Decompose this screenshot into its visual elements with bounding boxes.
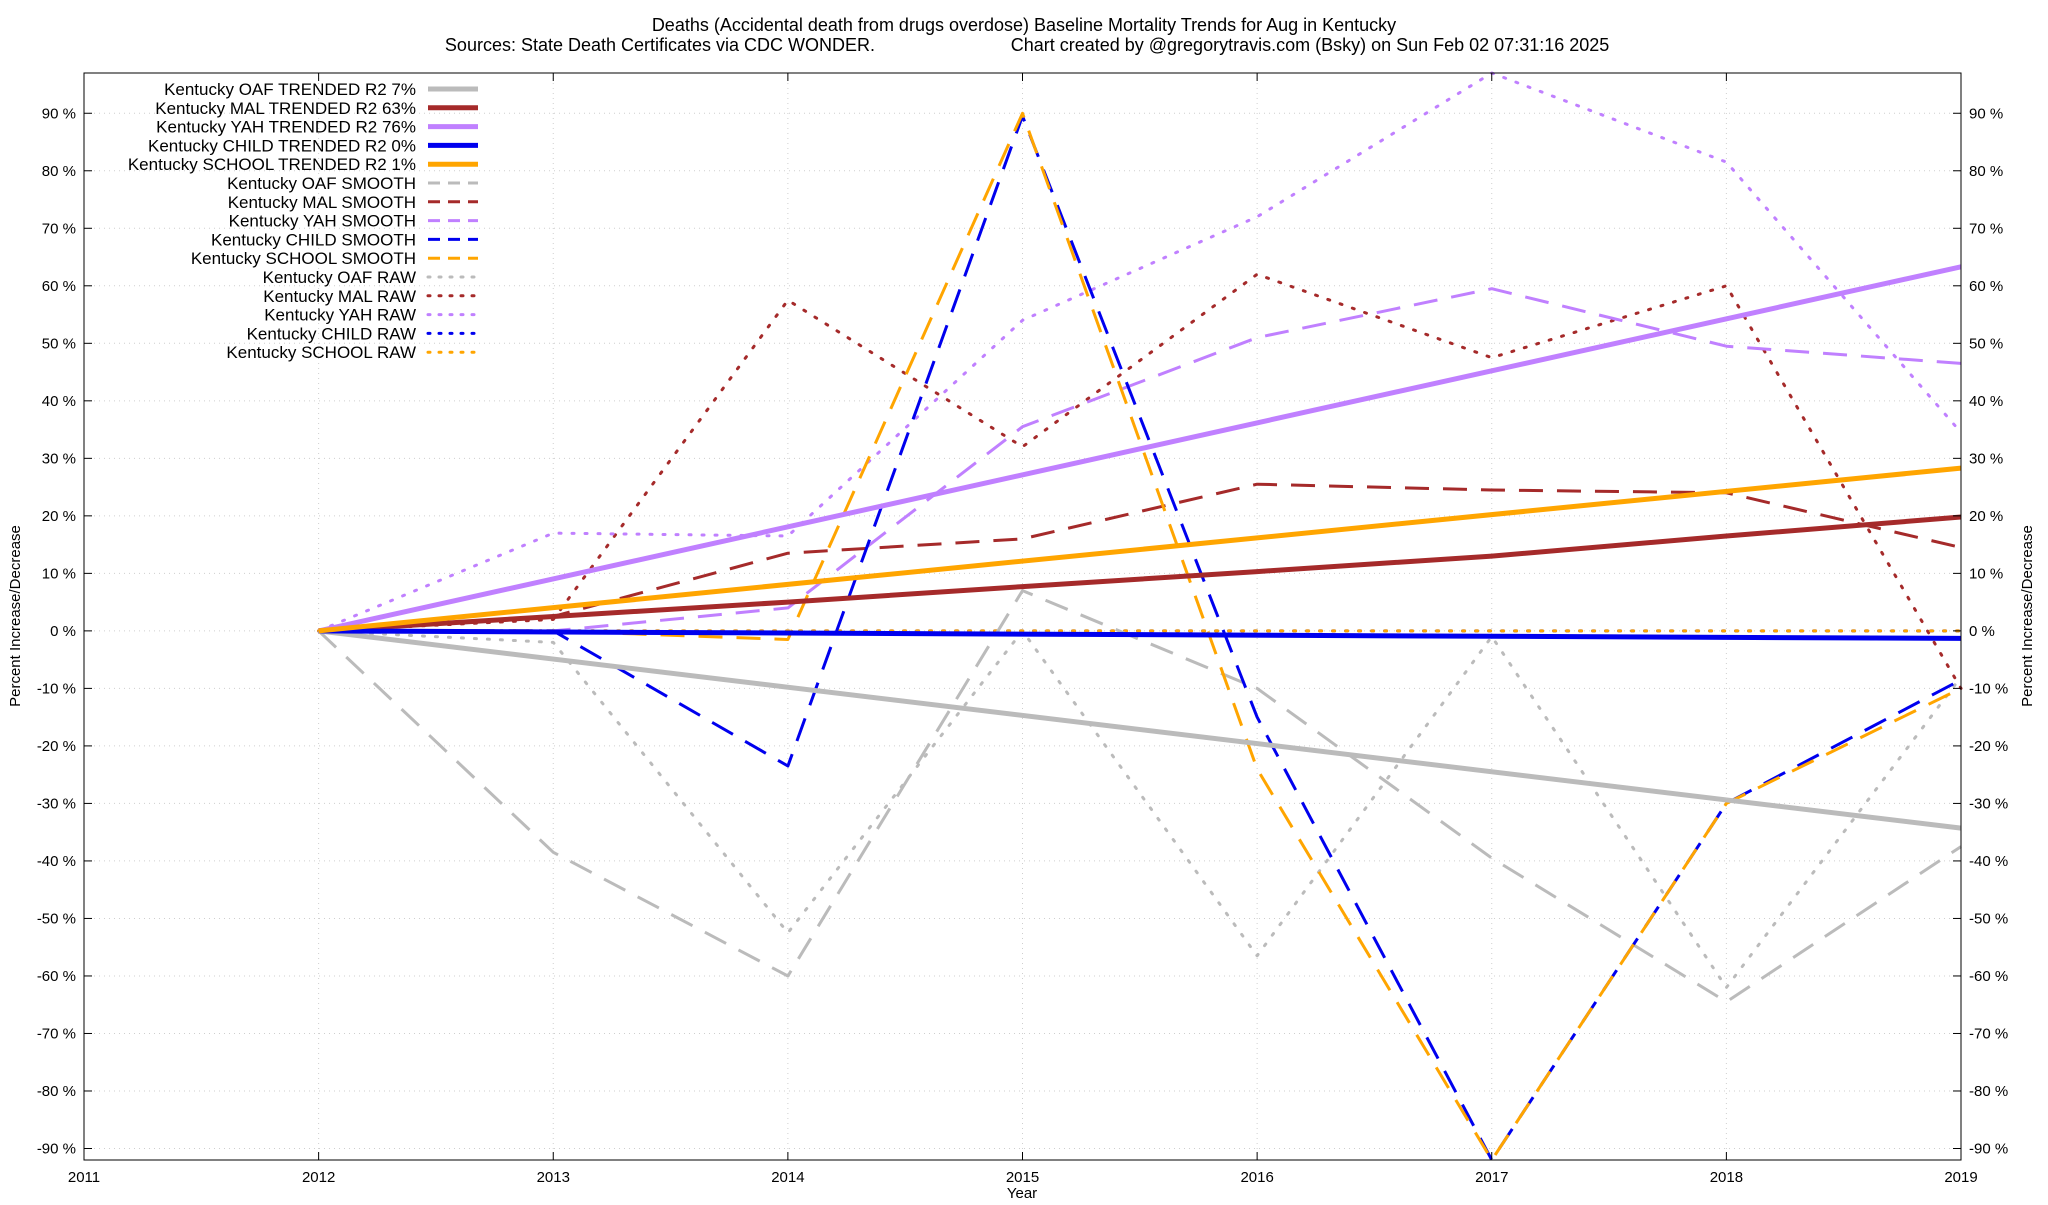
- legend-label-child-raw: Kentucky CHILD RAW: [247, 324, 416, 343]
- y-tick-label-left: 80 %: [42, 163, 76, 180]
- x-tick-label: 2018: [1710, 1169, 1743, 1186]
- legend-label-oaf-raw: Kentucky OAF RAW: [263, 268, 416, 287]
- y-tick-label-left: 90 %: [42, 105, 76, 122]
- legend-label-oaf-smooth: Kentucky OAF SMOOTH: [227, 174, 416, 193]
- y-tick-label-right: 80 %: [1969, 163, 2003, 180]
- y-tick-label-left: -70 %: [37, 1025, 76, 1042]
- x-tick-label: 2011: [68, 1169, 100, 1186]
- legend-label-child-smooth: Kentucky CHILD SMOOTH: [211, 230, 416, 249]
- y-tick-label-left: -30 %: [37, 795, 76, 812]
- x-tick-label: 2013: [537, 1169, 570, 1186]
- series-line-mal-raw: [317, 272, 1963, 690]
- y-tick-label-right: -30 %: [1969, 795, 2008, 812]
- y-axis-title-left: Percent Increase/Decrease: [7, 525, 24, 707]
- y-tick-label-right: -80 %: [1969, 1083, 2008, 1100]
- series-line-yah-raw: [317, 71, 1963, 633]
- x-tick-label: 2012: [302, 1169, 335, 1186]
- legend-label-oaf-trended: Kentucky OAF TRENDED R2 7%: [164, 80, 416, 99]
- y-tick-label-left: -80 %: [37, 1083, 76, 1100]
- x-tick-label: 2019: [1944, 1169, 1977, 1186]
- y-tick-label-left: -50 %: [37, 910, 76, 927]
- y-tick-label-right: 50 %: [1969, 335, 2003, 352]
- legend-label-yah-trended: Kentucky YAH TRENDED R2 76%: [156, 118, 416, 137]
- y-tick-label-left: 30 %: [42, 450, 76, 467]
- legend-label-child-trended: Kentucky CHILD TRENDED R2 0%: [148, 136, 416, 155]
- series-line-child-trended: [318, 628, 1962, 641]
- y-tick-label-right: -90 %: [1969, 1140, 2008, 1157]
- series-line-mal-trended: [318, 514, 1962, 634]
- x-axis-title: Year: [1007, 1185, 1037, 1200]
- y-tick-label-right: -50 %: [1969, 910, 2008, 927]
- y-tick-label-left: 60 %: [42, 278, 76, 295]
- series-line-oaf-raw: [317, 629, 1963, 989]
- y-tick-label-left: -10 %: [37, 680, 76, 697]
- y-tick-label-left: 20 %: [42, 508, 76, 525]
- chart-title: Deaths (Accidental death from drugs over…: [652, 15, 1396, 35]
- y-tick-label-left: 70 %: [42, 220, 76, 237]
- legend: Kentucky OAF TRENDED R2 7%Kentucky MAL T…: [128, 80, 480, 362]
- legend-label-mal-raw: Kentucky MAL RAW: [263, 287, 416, 306]
- series-line-school-trended: [318, 465, 1962, 634]
- chart-subtitle-credit: Chart created by @gregorytravis.com (Bsk…: [1011, 35, 1610, 55]
- legend-label-yah-raw: Kentucky YAH RAW: [264, 306, 416, 325]
- axis-ticks: 2011 2012 2013 2014 2015 2016 2017 2018 2019 90 %…: [37, 73, 2008, 1186]
- y-tick-label-right: 40 %: [1969, 393, 2003, 410]
- y-tick-label-left: -40 %: [37, 853, 76, 870]
- legend-label-mal-trended: Kentucky MAL TRENDED R2 63%: [155, 99, 416, 118]
- x-tick-label: 2017: [1475, 1169, 1508, 1186]
- y-tick-label-right: -60 %: [1969, 968, 2008, 985]
- series-line-oaf-trended: [318, 628, 1962, 831]
- y-tick-label-right: 20 %: [1969, 508, 2003, 525]
- y-axis-title-right: Percent Increase/Decrease: [2019, 525, 2036, 707]
- legend-label-school-raw: Kentucky SCHOOL RAW: [226, 343, 416, 362]
- y-tick-label-right: -70 %: [1969, 1025, 2008, 1042]
- y-tick-label-right: -20 %: [1969, 738, 2008, 755]
- y-tick-label-left: -20 %: [37, 738, 76, 755]
- y-tick-label-right: 70 %: [1969, 220, 2003, 237]
- y-tick-label-left: 10 %: [42, 565, 76, 582]
- series-lines: [317, 71, 1963, 1162]
- y-tick-label-left: -60 %: [37, 968, 76, 985]
- y-tick-label-left: 40 %: [42, 393, 76, 410]
- y-tick-label-right: 30 %: [1969, 450, 2003, 467]
- y-tick-label-left: 50 %: [42, 335, 76, 352]
- chart-subtitle-source: Sources: State Death Certificates via CD…: [445, 35, 875, 55]
- legend-label-school-smooth: Kentucky SCHOOL SMOOTH: [191, 249, 416, 268]
- y-tick-label-right: -40 %: [1969, 853, 2008, 870]
- y-tick-label-right: 90 %: [1969, 105, 2003, 122]
- series-line-yah-trended: [318, 264, 1962, 634]
- x-tick-label: 2015: [1006, 1169, 1039, 1186]
- series-line-yah-smooth: [318, 287, 1962, 633]
- legend-label-mal-smooth: Kentucky MAL SMOOTH: [228, 193, 416, 212]
- y-tick-label-right: 10 %: [1969, 565, 2003, 582]
- x-tick-label: 2014: [771, 1169, 804, 1186]
- legend-label-school-trended: Kentucky SCHOOL TRENDED R2 1%: [128, 155, 416, 174]
- x-tick-label: 2016: [1240, 1169, 1273, 1186]
- legend-label-yah-smooth: Kentucky YAH SMOOTH: [229, 212, 416, 231]
- y-tick-label-right: 0 %: [1969, 623, 1995, 640]
- y-tick-label-left: -90 %: [37, 1140, 76, 1157]
- y-tick-label-right: 60 %: [1969, 278, 2003, 295]
- y-tick-label-left: 0 %: [50, 623, 76, 640]
- y-tick-label-right: -10 %: [1969, 680, 2008, 697]
